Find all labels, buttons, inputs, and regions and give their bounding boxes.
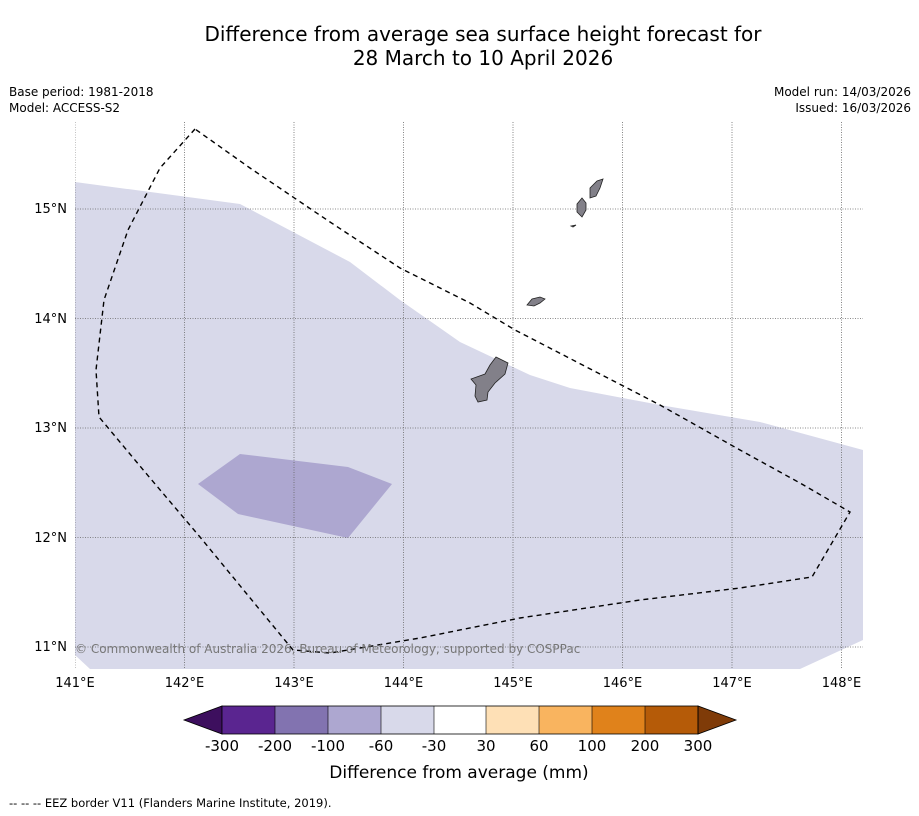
lon-label: 145°E bbox=[493, 676, 533, 691]
lat-label: 13°N bbox=[34, 421, 67, 436]
colorbar-bin bbox=[275, 706, 328, 734]
lat-label: 14°N bbox=[34, 312, 67, 327]
title-line-1: Difference from average sea surface heig… bbox=[204, 22, 762, 46]
lat-label: 12°N bbox=[34, 531, 67, 546]
base-info: Base period: 1981-2018 Model: ACCESS-S2 bbox=[9, 84, 154, 116]
model-run: Model run: 14/03/2026 bbox=[773, 85, 911, 99]
colorbar-bin bbox=[645, 706, 698, 734]
aguijan-island bbox=[569, 224, 577, 228]
colorbar-tick: -30 bbox=[422, 737, 447, 755]
colorbar-tick: 200 bbox=[631, 737, 660, 755]
axis-labels: 141°E 142°E 143°E 144°E 145°E 146°E 147°… bbox=[34, 202, 861, 691]
colorbar-tick: 30 bbox=[476, 737, 495, 755]
colorbar-bin bbox=[328, 706, 381, 734]
lon-label: 142°E bbox=[165, 676, 205, 691]
colorbar-bin bbox=[381, 706, 434, 734]
colorbar-tick: -200 bbox=[258, 737, 292, 755]
map-title: Difference from average sea surface heig… bbox=[0, 22, 919, 70]
colorbar-tick: -300 bbox=[205, 737, 239, 755]
rota-island bbox=[526, 296, 546, 307]
eez-legend: -- -- -- EEZ border V11 (Flanders Marine… bbox=[9, 796, 332, 810]
graticule bbox=[75, 122, 863, 669]
colorbar-min-arrow bbox=[182, 705, 223, 735]
anomaly-region-light bbox=[75, 182, 863, 669]
colorbar-bin bbox=[539, 706, 592, 734]
lon-label: 141°E bbox=[55, 676, 95, 691]
lon-label: 144°E bbox=[384, 676, 424, 691]
colorbar-tick: 100 bbox=[578, 737, 607, 755]
colorbar-bin bbox=[592, 706, 645, 734]
base-period: Base period: 1981-2018 bbox=[9, 85, 154, 99]
lon-label: 146°E bbox=[603, 676, 643, 691]
tinian-island bbox=[576, 197, 587, 218]
anomaly-region-medium bbox=[198, 454, 392, 538]
run-info: Model run: 14/03/2026 Issued: 16/03/2026 bbox=[774, 84, 911, 116]
saipan-island bbox=[589, 178, 604, 199]
colorbar-bin bbox=[222, 706, 275, 734]
colorbar-bin bbox=[486, 706, 539, 734]
colorbar-tick: 60 bbox=[529, 737, 548, 755]
lat-label: 15°N bbox=[34, 202, 67, 217]
title-line-2: 28 March to 10 April 2026 bbox=[352, 46, 614, 70]
colorbar: -300 -200 -100 -60 -30 30 60 100 200 300… bbox=[182, 705, 738, 783]
copyright-notice: © Commonwealth of Australia 2026, Bureau… bbox=[75, 642, 580, 656]
colorbar-tick: -100 bbox=[311, 737, 345, 755]
colorbar-bin bbox=[434, 706, 486, 734]
guam-island bbox=[470, 356, 509, 403]
map-area bbox=[75, 122, 863, 669]
lon-label: 147°E bbox=[712, 676, 752, 691]
colorbar-tick: 300 bbox=[684, 737, 713, 755]
eez-border bbox=[95, 128, 851, 654]
colorbar-label: Difference from average (mm) bbox=[329, 763, 588, 783]
model-name: Model: ACCESS-S2 bbox=[9, 101, 121, 115]
lat-label: 11°N bbox=[34, 640, 67, 655]
colorbar-max-arrow bbox=[697, 705, 738, 735]
colorbar-tick: -60 bbox=[369, 737, 394, 755]
islands bbox=[470, 178, 604, 403]
lon-label: 143°E bbox=[274, 676, 314, 691]
issued-date: Issued: 16/03/2026 bbox=[795, 101, 911, 115]
lon-label: 148°E bbox=[822, 676, 862, 691]
